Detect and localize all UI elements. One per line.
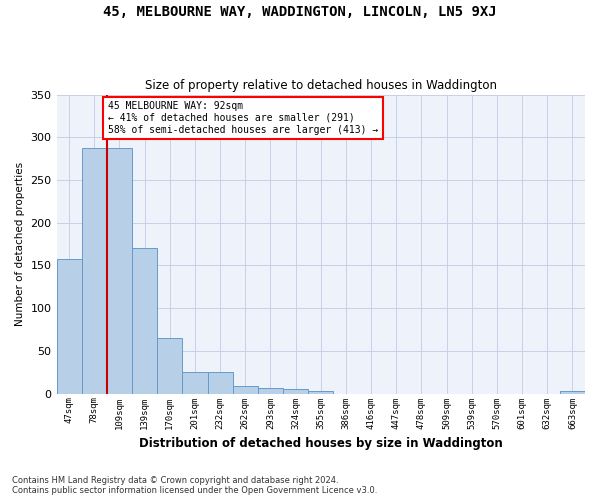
Bar — [82, 148, 107, 394]
Bar — [258, 388, 283, 394]
Bar — [132, 248, 157, 394]
Bar — [283, 390, 308, 394]
Text: Contains HM Land Registry data © Crown copyright and database right 2024.
Contai: Contains HM Land Registry data © Crown c… — [12, 476, 377, 495]
Title: Size of property relative to detached houses in Waddington: Size of property relative to detached ho… — [145, 79, 497, 92]
Y-axis label: Number of detached properties: Number of detached properties — [15, 162, 25, 326]
Bar — [560, 391, 585, 394]
Bar — [56, 260, 82, 394]
Bar — [182, 372, 208, 394]
Bar — [107, 148, 132, 394]
Bar — [157, 338, 182, 394]
Bar — [233, 386, 258, 394]
X-axis label: Distribution of detached houses by size in Waddington: Distribution of detached houses by size … — [139, 437, 503, 450]
Bar — [208, 372, 233, 394]
Text: 45 MELBOURNE WAY: 92sqm
← 41% of detached houses are smaller (291)
58% of semi-d: 45 MELBOURNE WAY: 92sqm ← 41% of detache… — [108, 102, 379, 134]
Text: 45, MELBOURNE WAY, WADDINGTON, LINCOLN, LN5 9XJ: 45, MELBOURNE WAY, WADDINGTON, LINCOLN, … — [103, 5, 497, 19]
Bar — [308, 391, 334, 394]
